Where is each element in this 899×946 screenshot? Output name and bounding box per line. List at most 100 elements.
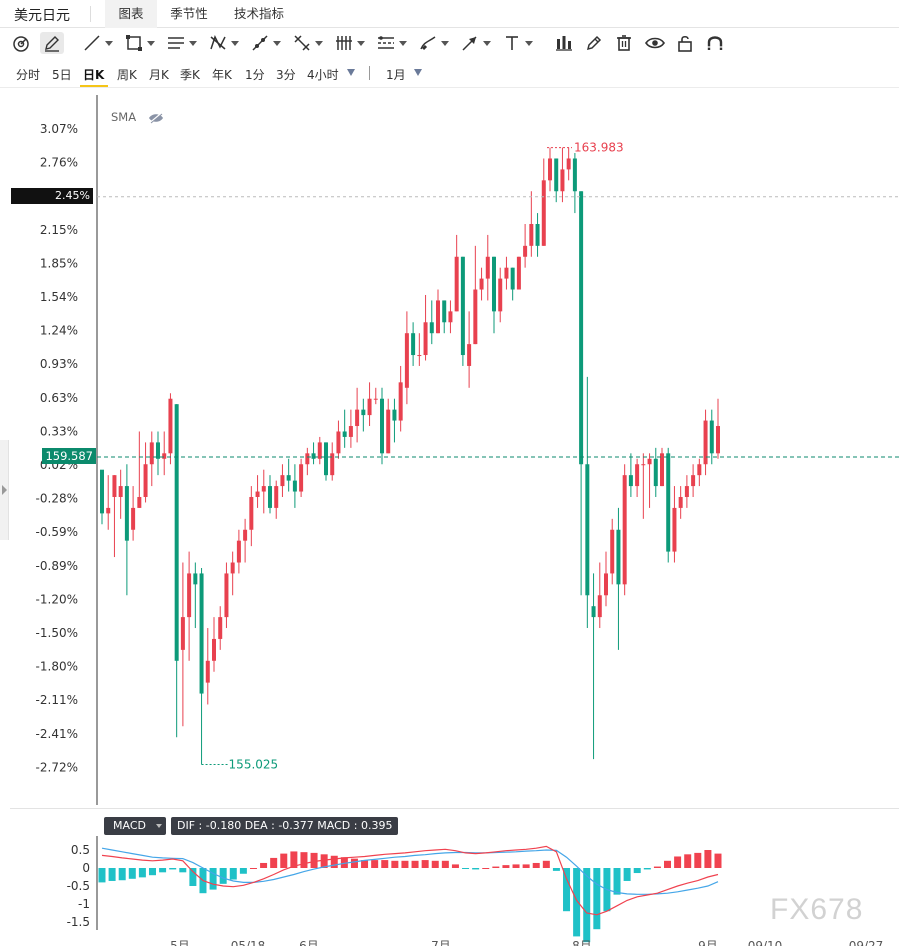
candle-body bbox=[566, 158, 571, 170]
candle-body bbox=[660, 453, 664, 487]
y-tick-label: -2.11% bbox=[36, 693, 78, 707]
candle-body bbox=[716, 426, 720, 454]
candle-body bbox=[199, 573, 204, 694]
macd-values: DIF : -0.180 DEA : -0.377 MACD : 0.395 bbox=[171, 817, 399, 835]
macd-y-tick-label: -1.5 bbox=[67, 915, 90, 929]
candle-body bbox=[187, 573, 192, 618]
arrow-icon[interactable] bbox=[460, 32, 491, 54]
text-icon[interactable] bbox=[502, 32, 533, 54]
sma-legend[interactable]: SMA bbox=[111, 110, 137, 124]
macd-label: MACD bbox=[113, 819, 146, 832]
candle-body bbox=[367, 398, 372, 416]
macd-histogram-bar bbox=[674, 856, 682, 868]
period-weekly[interactable]: 周K bbox=[117, 68, 137, 82]
candle-body bbox=[212, 638, 216, 661]
y-tick-label: -0.89% bbox=[36, 559, 78, 573]
candle-body bbox=[460, 256, 465, 356]
macd-histogram-bar bbox=[664, 860, 672, 868]
parallel-lines-icon[interactable] bbox=[166, 32, 197, 54]
macd-histogram-bar bbox=[694, 852, 702, 868]
eye-off-icon[interactable] bbox=[148, 110, 164, 129]
macd-indicator-selector[interactable]: MACD bbox=[104, 817, 166, 835]
measure-icon[interactable] bbox=[250, 32, 281, 54]
x-tick-label: 09/27 bbox=[849, 939, 884, 946]
pattern-icon[interactable] bbox=[208, 32, 239, 54]
candle-body bbox=[423, 322, 428, 356]
channel-icon[interactable] bbox=[376, 32, 407, 54]
y-tick-label: -1.50% bbox=[36, 626, 78, 640]
candle-body bbox=[560, 169, 565, 192]
eye-icon[interactable] bbox=[644, 32, 666, 54]
candle-body bbox=[261, 486, 266, 492]
period-5d[interactable]: 5日 bbox=[52, 68, 72, 82]
y-tick-label: 2.15% bbox=[40, 223, 78, 237]
macd-histogram-bar bbox=[573, 868, 581, 937]
macd-histogram-bar bbox=[239, 868, 247, 874]
side-panel-toggle[interactable] bbox=[0, 440, 9, 540]
period-yearly[interactable]: 年K bbox=[212, 68, 232, 82]
macd-histogram-bar bbox=[502, 865, 510, 868]
macd-histogram-bar bbox=[128, 868, 136, 879]
candle-body bbox=[541, 180, 546, 246]
range-selector[interactable]: 1月 bbox=[386, 68, 406, 82]
macd-histogram-bar bbox=[391, 860, 399, 868]
y-tick-label: 3.07% bbox=[40, 122, 78, 136]
candle-body bbox=[230, 562, 235, 574]
candle-body bbox=[243, 529, 248, 541]
draw-pen-icon[interactable] bbox=[40, 32, 64, 54]
drawing-toolbar bbox=[0, 28, 899, 58]
candle-body bbox=[106, 507, 111, 514]
period-intraday[interactable]: 分时 bbox=[16, 68, 41, 82]
fib-icon[interactable] bbox=[292, 32, 323, 54]
period-3min[interactable]: 3分 bbox=[276, 68, 296, 82]
candle-body bbox=[311, 453, 316, 459]
trend-line-icon[interactable] bbox=[82, 32, 113, 54]
macd-histogram-bar bbox=[300, 852, 308, 868]
period-1min[interactable]: 1分 bbox=[245, 68, 265, 82]
lock-icon[interactable] bbox=[675, 32, 695, 54]
x-tick-label: 6月 bbox=[299, 939, 319, 946]
gann-icon[interactable] bbox=[334, 32, 365, 54]
tab-chart[interactable]: 图表 bbox=[105, 0, 157, 28]
y-axis: 3.07% 2.76% 2.15% 1.85% 1.54% 1.24% 0.93% 0.63%… bbox=[36, 95, 98, 805]
pencil-icon[interactable] bbox=[584, 32, 604, 54]
period-monthly[interactable]: 月K bbox=[149, 68, 169, 82]
candle-body bbox=[485, 256, 490, 279]
candle-body bbox=[118, 486, 123, 497]
candle-body bbox=[498, 278, 503, 312]
last-price-badge: 159.587 bbox=[42, 448, 96, 464]
candle-body bbox=[143, 464, 148, 497]
trash-icon[interactable] bbox=[614, 32, 634, 54]
candle-body bbox=[604, 573, 608, 596]
candle-body bbox=[224, 573, 229, 618]
period-4h[interactable]: 4小时 bbox=[307, 68, 339, 82]
candle-body bbox=[411, 333, 416, 356]
macd-y-tick-label: 0 bbox=[82, 861, 90, 875]
candle-body bbox=[622, 475, 627, 585]
y-tick-label: -0.59% bbox=[36, 525, 78, 539]
candle-body bbox=[180, 617, 185, 650]
candle-body bbox=[386, 409, 391, 454]
chart-type-icon[interactable] bbox=[554, 32, 574, 54]
period-daily[interactable]: 日K bbox=[83, 68, 105, 82]
magnet-icon[interactable] bbox=[705, 32, 725, 54]
candle-body bbox=[355, 409, 360, 427]
macd-histogram-bar bbox=[118, 868, 126, 881]
range-caret[interactable] bbox=[414, 69, 422, 76]
candle-body bbox=[429, 322, 434, 334]
indicator-dial-icon[interactable] bbox=[10, 32, 32, 54]
macd-histogram-bar bbox=[704, 850, 712, 868]
brush-icon[interactable] bbox=[418, 32, 449, 54]
rectangle-icon[interactable] bbox=[124, 32, 155, 54]
tab-indicators[interactable]: 技术指标 bbox=[233, 6, 284, 21]
macd-histogram-bar bbox=[320, 854, 328, 868]
y-tick-label: -1.20% bbox=[36, 592, 78, 606]
period-quarterly[interactable]: 季K bbox=[180, 68, 200, 82]
candle-body bbox=[510, 267, 515, 290]
candle-body bbox=[249, 496, 254, 530]
period-more-caret[interactable] bbox=[347, 69, 355, 76]
candle-body bbox=[162, 453, 167, 459]
tab-seasonality[interactable]: 季节性 bbox=[170, 6, 208, 21]
y-tick-label: 0.93% bbox=[40, 357, 78, 371]
